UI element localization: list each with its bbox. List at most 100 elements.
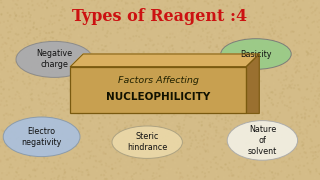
Point [92, 141, 98, 144]
Point [161, 45, 166, 48]
Point [214, 170, 219, 173]
Point [261, 156, 266, 159]
Point [252, 94, 257, 97]
Point [236, 120, 242, 123]
Point [90, 15, 95, 18]
Point [112, 121, 117, 124]
Point [203, 103, 208, 106]
Point [237, 115, 242, 118]
Point [241, 84, 246, 87]
Point [151, 172, 156, 175]
Point [47, 71, 52, 74]
Point [242, 157, 247, 160]
Point [122, 121, 127, 124]
Point [50, 170, 55, 173]
Point [187, 23, 192, 26]
Point [172, 87, 178, 90]
Point [10, 70, 15, 73]
Point [306, 26, 311, 29]
Point [253, 108, 258, 111]
Point [0, 0, 3, 1]
Point [10, 50, 15, 53]
Point [80, 100, 85, 103]
Point [189, 148, 194, 151]
Point [308, 147, 313, 150]
Point [165, 121, 170, 124]
Point [271, 1, 276, 4]
Point [83, 9, 88, 12]
Point [261, 23, 266, 26]
Point [24, 92, 29, 95]
Point [296, 109, 301, 112]
Point [100, 49, 105, 51]
Point [256, 26, 261, 29]
Point [56, 8, 61, 11]
Point [132, 175, 137, 178]
Point [130, 176, 135, 178]
Point [195, 175, 200, 178]
Point [306, 140, 311, 142]
Point [283, 148, 288, 151]
Point [278, 149, 284, 152]
Point [148, 68, 153, 71]
Point [249, 151, 254, 154]
Point [178, 154, 183, 157]
Point [87, 15, 92, 18]
Point [143, 130, 148, 132]
Point [177, 100, 182, 103]
Point [234, 66, 239, 69]
Point [141, 83, 147, 86]
Point [26, 32, 31, 35]
Point [247, 94, 252, 96]
Point [11, 109, 16, 112]
Point [38, 80, 44, 83]
Point [178, 15, 183, 18]
Point [225, 130, 230, 133]
Point [186, 14, 191, 17]
Point [3, 150, 8, 153]
Point [92, 42, 97, 45]
Point [283, 48, 288, 51]
Point [273, 146, 278, 149]
Point [64, 56, 69, 59]
Point [34, 35, 39, 37]
Point [254, 143, 259, 146]
Point [128, 96, 133, 99]
Point [315, 74, 320, 77]
Point [145, 134, 150, 137]
Point [308, 33, 314, 36]
Point [129, 28, 134, 30]
Point [250, 178, 255, 180]
Point [25, 96, 30, 99]
Point [305, 24, 310, 27]
Point [184, 30, 189, 33]
Point [98, 149, 103, 152]
Point [234, 72, 239, 75]
Point [144, 169, 149, 172]
Point [226, 76, 231, 79]
Point [183, 89, 188, 91]
Point [28, 19, 33, 22]
Point [313, 31, 318, 34]
Point [147, 58, 152, 61]
Point [262, 134, 267, 136]
Point [74, 104, 79, 107]
Point [247, 86, 252, 89]
Point [130, 140, 135, 142]
Point [106, 77, 111, 80]
Point [164, 56, 169, 58]
Point [217, 36, 222, 39]
Point [44, 104, 49, 107]
Point [7, 15, 12, 18]
Point [203, 139, 208, 142]
Point [196, 51, 201, 54]
Point [102, 9, 107, 12]
Point [242, 65, 247, 68]
Point [188, 150, 193, 152]
Point [166, 46, 171, 49]
Point [0, 64, 4, 67]
Point [216, 63, 221, 66]
Point [76, 48, 82, 51]
Point [297, 144, 302, 147]
Point [261, 114, 266, 117]
